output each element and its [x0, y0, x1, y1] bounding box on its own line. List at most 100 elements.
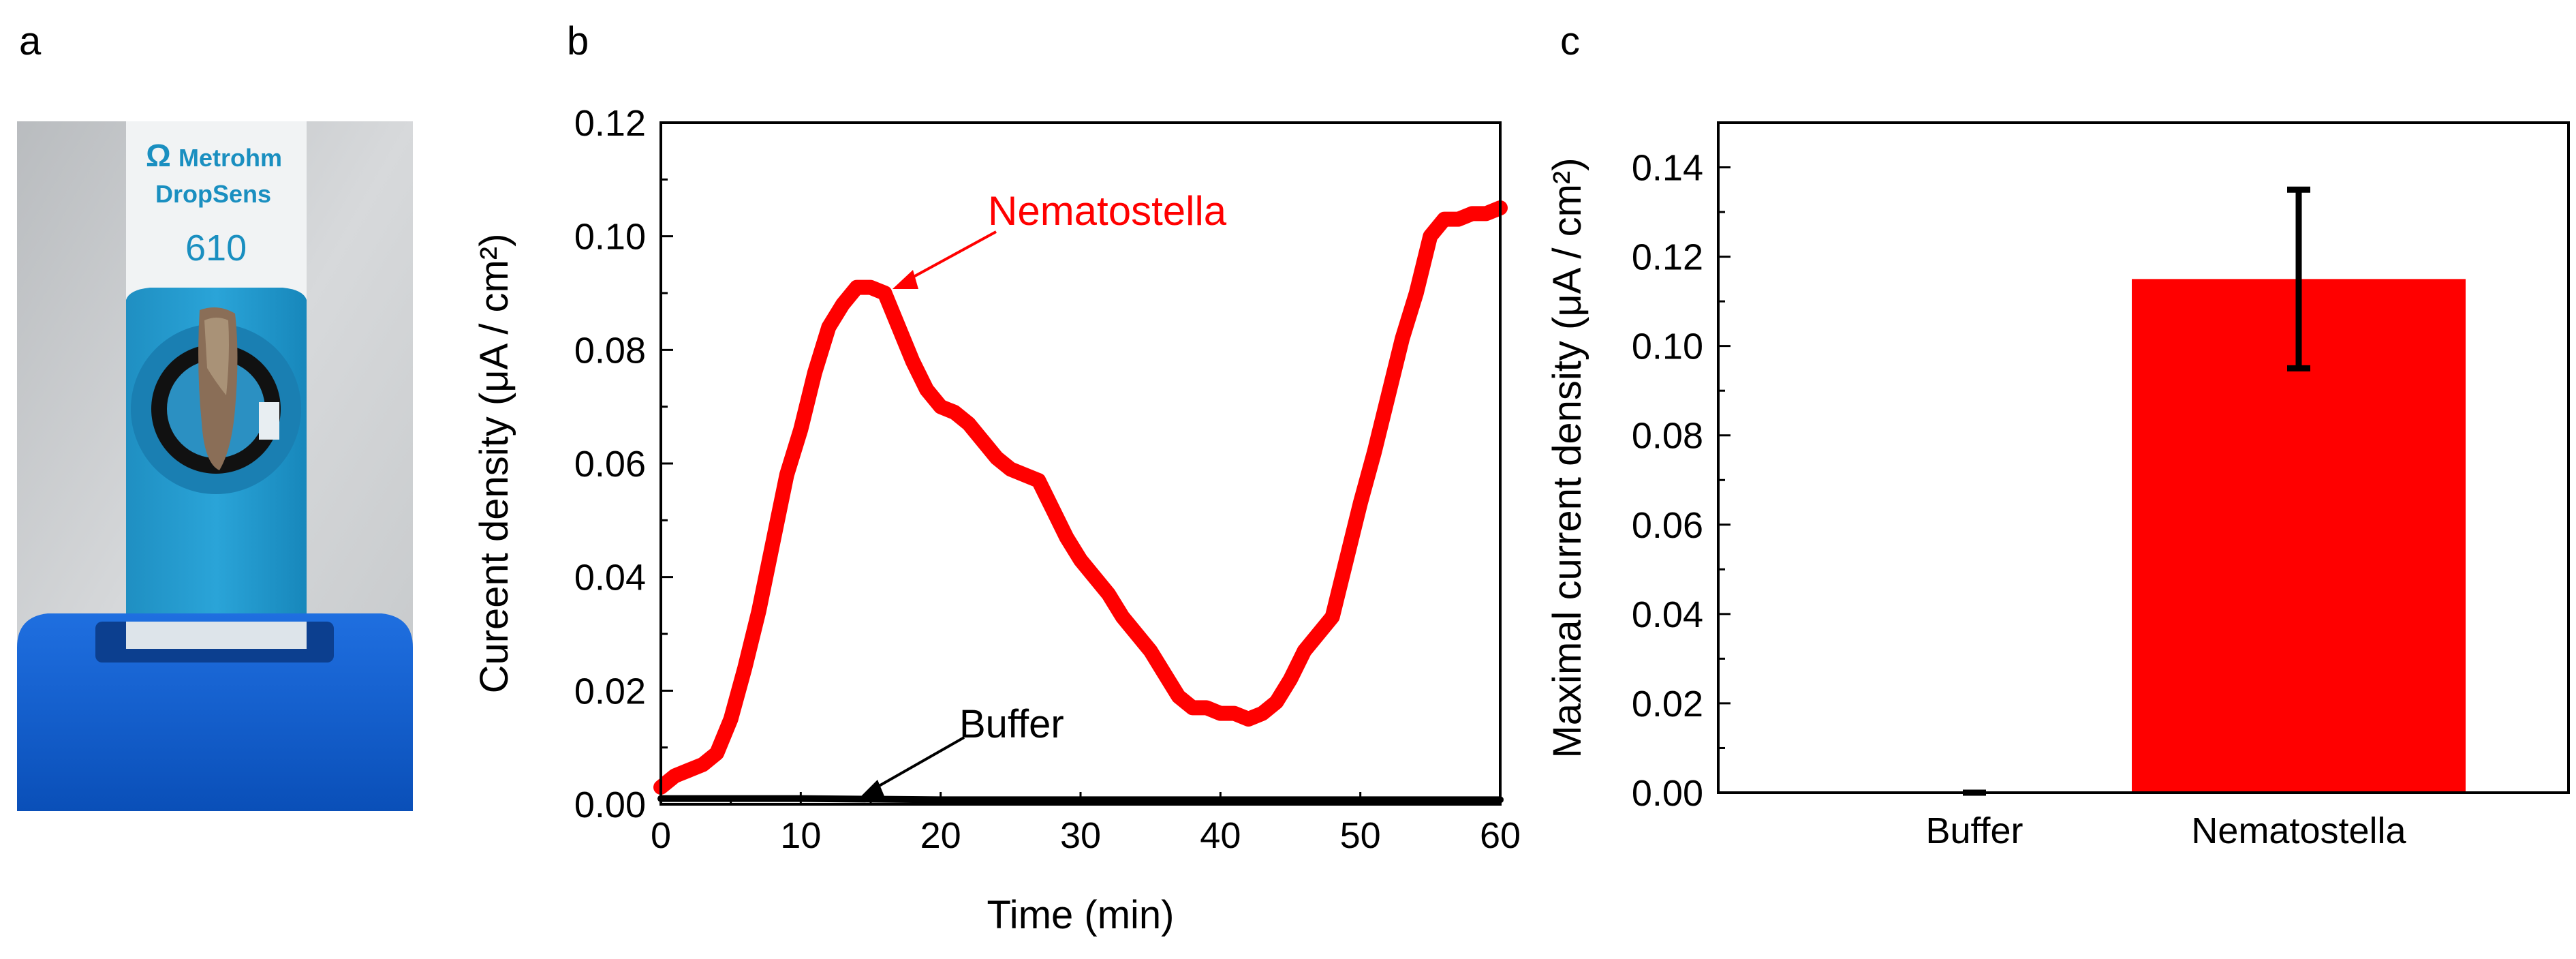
annotation-buffer: Buffer: [959, 702, 1064, 746]
data-point-nematostella: [771, 541, 775, 545]
data-point-nematostella: [994, 455, 999, 460]
data-point-nematostella: [812, 370, 817, 375]
data-point-nematostella: [1400, 336, 1405, 341]
data-point-nematostella: [1274, 700, 1279, 704]
data-point-nematostella: [882, 291, 887, 295]
data-point-nematostella: [1414, 291, 1418, 295]
data-point-nematostella: [1078, 558, 1083, 562]
x-tick-label: 30: [1060, 815, 1101, 856]
y-tick-label: 0.10: [1632, 326, 1703, 367]
annotation-nematostella: Nematostella: [988, 188, 1227, 234]
x-tick-label: 20: [920, 815, 961, 856]
data-point-nematostella: [1190, 705, 1195, 710]
chart-b-x-axis-title: Time (min): [987, 893, 1175, 937]
data-point-nematostella: [1218, 711, 1223, 716]
connector-base: [17, 613, 413, 811]
data-point-nematostella: [925, 387, 929, 392]
electrode-contact: [259, 402, 279, 440]
data-point-nematostella: [728, 717, 733, 721]
electrode-photo: Ω Metrohm DropSens 610: [17, 121, 413, 811]
y-tick-label: 0.14: [1632, 148, 1703, 189]
y-tick-label: 0.06: [1632, 505, 1703, 546]
x-tick-label: 10: [780, 815, 821, 856]
model-number: 610: [185, 228, 247, 269]
annotation-arrow-buffer: [870, 736, 965, 792]
annotation-arrow-nematostella: [905, 230, 997, 282]
y-tick-label: 0.08: [1632, 416, 1703, 457]
data-point-nematostella: [1428, 234, 1433, 239]
y-tick-label: 0.04: [1632, 594, 1703, 635]
data-point-nematostella: [1050, 506, 1055, 511]
data-point-nematostella: [784, 472, 789, 477]
data-point-nematostella: [1288, 677, 1292, 682]
data-point-nematostella: [1386, 393, 1391, 397]
data-point-nematostella: [1106, 592, 1111, 596]
data-point-nematostella: [897, 325, 901, 329]
tissue-highlight: [204, 318, 229, 395]
x-category-label: Buffer: [1925, 810, 2023, 851]
data-point-nematostella: [1232, 711, 1237, 716]
data-point-nematostella: [1036, 478, 1041, 483]
data-point-nematostella: [1134, 632, 1139, 636]
data-point-nematostella: [1260, 711, 1264, 716]
data-point-nematostella: [1372, 450, 1377, 455]
data-point-nematostella: [798, 427, 803, 431]
data-point-nematostella: [840, 302, 845, 307]
data-point-nematostella: [1330, 615, 1335, 619]
strip-in-slot: [126, 622, 307, 649]
x-tick-label: 60: [1480, 815, 1521, 856]
data-point-nematostella: [966, 421, 971, 426]
data-point-nematostella: [1358, 501, 1363, 506]
x-tick-label: 50: [1340, 815, 1381, 856]
maximal-current-bar-chart: 0.00 0.02 0.04 0.06 0.08 0.10 0.12 0.14 Buffer Ne…: [1545, 121, 2570, 851]
annotation-arrowhead-buffer: [860, 780, 884, 797]
data-point-nematostella: [672, 774, 677, 778]
data-point-nematostella: [1204, 705, 1209, 710]
data-point-nematostella: [980, 438, 985, 443]
current-density-chart: 0 10 20 30 40 50 60 0.00 0.02 0.04 0.06 0.08 0.10 0.1…: [472, 103, 1521, 937]
x-category-label: Nematostella: [2191, 810, 2406, 851]
data-point-nematostella: [854, 285, 859, 290]
data-point-nematostella: [1442, 217, 1446, 222]
data-point-nematostella: [1176, 694, 1181, 699]
data-point-nematostella: [1148, 649, 1153, 653]
data-point-nematostella: [1246, 717, 1251, 721]
data-point-nematostella: [1008, 467, 1013, 472]
y-tick-label: 0.08: [574, 330, 646, 371]
data-point-nematostella: [952, 410, 957, 414]
y-tick-label: 0.12: [1632, 237, 1703, 278]
data-point-nematostella: [1022, 472, 1027, 477]
data-point-nematostella: [1316, 632, 1321, 636]
data-point-nematostella: [1064, 535, 1069, 540]
brand-line-2: DropSens: [155, 180, 271, 208]
y-tick-label: 0.00: [574, 785, 646, 825]
data-point-nematostella: [1470, 211, 1474, 216]
panel-label-a: a: [19, 19, 42, 63]
data-point-nematostella: [1162, 671, 1167, 676]
data-point-nematostella: [756, 609, 761, 613]
annotation-arrowhead-nematostella: [893, 270, 918, 289]
data-point-nematostella: [1484, 211, 1489, 216]
data-point-nematostella: [938, 404, 943, 409]
data-point-nematostella: [826, 325, 831, 329]
data-point-nematostella: [869, 285, 873, 290]
data-point-nematostella: [910, 359, 915, 363]
y-tick-label: 0.06: [574, 444, 646, 485]
brand-symbol: Ω: [146, 138, 171, 173]
y-tick-label: 0.02: [574, 671, 646, 712]
y-tick-label: 0.02: [1632, 684, 1703, 725]
data-point-nematostella: [1344, 558, 1349, 562]
chart-c-axes-frame: [1717, 121, 2570, 794]
panel-label-c: c: [1560, 19, 1580, 63]
brand-line-1: Metrohm: [179, 144, 282, 172]
series-line-nematostella: [653, 200, 1508, 795]
x-tick-label: 40: [1200, 815, 1241, 856]
data-point-nematostella: [1092, 575, 1097, 579]
x-tick-label: 0: [651, 815, 671, 856]
data-point-nematostella: [700, 762, 705, 767]
data-point-nematostella: [1302, 649, 1307, 653]
data-point-nematostella: [743, 666, 747, 670]
data-point-nematostella: [687, 768, 692, 772]
y-tick-label: 0.04: [574, 558, 646, 598]
